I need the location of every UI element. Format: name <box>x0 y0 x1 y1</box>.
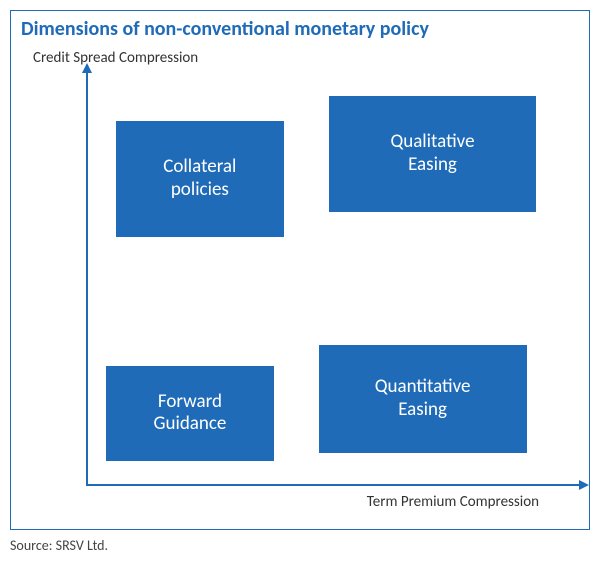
plot-area: Collateralpolicies QualitativeEasing Forwa… <box>86 71 581 486</box>
diagram-frame: Dimensions of non-conventional monetary … <box>10 10 590 530</box>
policy-box-collateral-policies: Collateralpolicies <box>116 121 284 237</box>
policy-box-qualitative-easing: QualitativeEasing <box>329 96 537 212</box>
x-axis-line <box>86 484 581 486</box>
y-axis-arrow-icon <box>82 63 92 73</box>
x-axis-arrow-icon <box>579 480 589 490</box>
policy-box-forward-guidance: ForwardGuidance <box>106 366 274 461</box>
policy-box-quantitative-easing: QuantitativeEasing <box>319 345 527 453</box>
y-axis-label: Credit Spread Compression <box>33 49 198 67</box>
diagram-title: Dimensions of non-conventional monetary … <box>21 17 429 41</box>
source-text: Source: SRSV Ltd. <box>10 537 108 554</box>
y-axis-line <box>86 71 88 486</box>
x-axis-label: Term Premium Compression <box>367 493 539 511</box>
